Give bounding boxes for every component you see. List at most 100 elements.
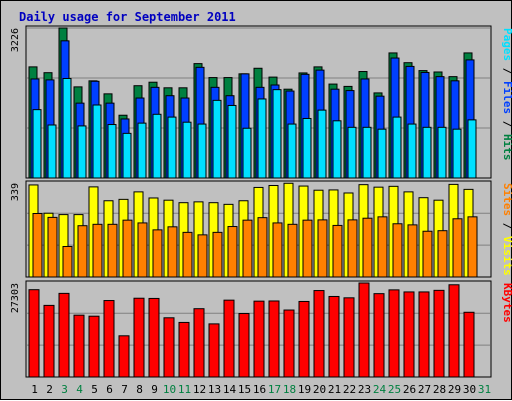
x-tick-label: 23 [358, 383, 371, 396]
bar-kbytes-day-4 [73, 314, 85, 378]
bar-sites-day-18 [287, 223, 298, 278]
x-tick-label: 18 [283, 383, 296, 396]
bar-pages-day-18 [287, 123, 297, 179]
bar-pages-day-9 [152, 113, 162, 179]
x-tick-label: 4 [76, 383, 83, 396]
legend-text: / [501, 216, 512, 236]
x-tick-label: 1 [31, 383, 38, 396]
x-tick-label: 29 [448, 383, 461, 396]
bar-sites-day-3 [62, 245, 73, 278]
bar-kbytes-day-26 [403, 291, 415, 378]
x-tick-label: 2 [46, 383, 53, 396]
bar-kbytes-day-8 [133, 297, 145, 378]
bar-pages-day-2 [47, 124, 57, 179]
panel-bottom: 27303 KBytes [10, 280, 512, 378]
bar-pages-day-22 [347, 126, 357, 179]
y-max-label: 339 [10, 183, 21, 201]
x-tick-label: 5 [91, 383, 98, 396]
bar-pages-day-29 [452, 128, 462, 179]
bar-sites-day-11 [182, 231, 193, 278]
bar-sites-day-26 [407, 224, 418, 278]
bar-sites-day-16 [257, 217, 268, 278]
x-tick-label: 19 [298, 383, 311, 396]
x-tick-label: 21 [328, 383, 341, 396]
bar-kbytes-day-12 [193, 308, 205, 378]
bar-pages-day-3 [62, 77, 72, 179]
bar-kbytes-day-21 [328, 295, 340, 378]
bar-pages-day-20 [317, 109, 327, 179]
bar-sites-day-12 [197, 234, 208, 278]
bar-sites-day-20 [317, 219, 328, 278]
bar-kbytes-day-2 [43, 304, 55, 378]
bar-sites-day-30 [467, 216, 478, 278]
legend-text: / [501, 61, 512, 81]
x-tick-label: 7 [121, 383, 128, 396]
bar-sites-day-4 [77, 225, 88, 278]
bar-pages-day-25 [392, 116, 402, 179]
x-tick-label: 9 [151, 383, 158, 396]
bar-kbytes-day-24 [373, 293, 385, 378]
x-tick-label: 14 [223, 383, 237, 396]
bar-sites-day-27 [422, 230, 433, 278]
bar-sites-day-8 [137, 222, 148, 278]
bar-kbytes-day-30 [463, 311, 475, 378]
x-tick-label: 26 [403, 383, 416, 396]
bar-sites-day-24 [377, 216, 388, 278]
y-max-label: 3226 [10, 28, 21, 52]
x-tick-label: 6 [106, 383, 113, 396]
bar-kbytes-day-17 [268, 300, 280, 378]
legend-text: Files [501, 81, 512, 114]
bar-kbytes-day-7 [118, 335, 130, 378]
bar-sites-day-25 [392, 223, 403, 278]
bar-pages-day-12 [197, 123, 207, 179]
bar-kbytes-day-3 [58, 292, 70, 378]
bar-kbytes-day-10 [163, 317, 175, 378]
bar-sites-day-21 [332, 224, 343, 278]
bar-pages-day-5 [92, 104, 102, 179]
bar-kbytes-day-29 [448, 284, 460, 378]
bar-kbytes-day-9 [148, 297, 160, 378]
chart-title: Daily usage for September 2011 [19, 10, 236, 24]
legend-text: Pages [501, 28, 512, 61]
bar-sites-day-28 [437, 230, 448, 278]
x-tick-label: 20 [313, 383, 326, 396]
bar-sites-day-29 [452, 218, 463, 278]
bar-sites-day-10 [167, 226, 178, 278]
x-tick-label: 12 [193, 383, 206, 396]
x-tick-label: 28 [433, 383, 446, 396]
bar-pages-day-7 [122, 132, 132, 179]
y-axis-series-label: Pages / Files / Hits [501, 28, 512, 161]
bar-kbytes-day-13 [208, 323, 220, 378]
bar-pages-day-17 [272, 89, 282, 179]
bar-pages-day-1 [32, 109, 42, 179]
x-tick-label: 13 [208, 383, 221, 396]
bar-kbytes-day-11 [178, 321, 190, 378]
bar-sites-day-7 [122, 219, 133, 278]
bar-sites-day-9 [152, 229, 163, 278]
bar-sites-day-6 [107, 223, 118, 278]
bar-kbytes-day-23 [358, 282, 370, 378]
bar-pages-day-10 [167, 116, 177, 179]
bar-pages-day-6 [107, 124, 117, 179]
bar-sites-day-19 [302, 219, 313, 278]
x-tick-label: 25 [388, 383, 401, 396]
bar-kbytes-day-25 [388, 289, 400, 378]
y-axis-series-label: KBytes [501, 283, 512, 323]
bar-kbytes-day-18 [283, 309, 295, 378]
x-tick-label: 17 [268, 383, 281, 396]
panel-middle: 339 Sites / Visits [10, 180, 512, 278]
bar-kbytes-day-28 [433, 289, 445, 378]
panel-top: 3226 Pages / Files / Hits [10, 25, 512, 179]
bar-pages-day-15 [242, 127, 252, 179]
bar-sites-day-13 [212, 231, 223, 278]
bar-pages-day-30 [467, 119, 477, 179]
bar-pages-day-24 [377, 128, 387, 179]
bar-pages-day-8 [137, 122, 147, 179]
x-tick-label: 15 [238, 383, 251, 396]
bar-sites-day-2 [47, 216, 58, 278]
bar-pages-day-23 [362, 126, 372, 179]
bar-pages-day-27 [422, 126, 432, 179]
legend-text: Visits [501, 236, 512, 276]
